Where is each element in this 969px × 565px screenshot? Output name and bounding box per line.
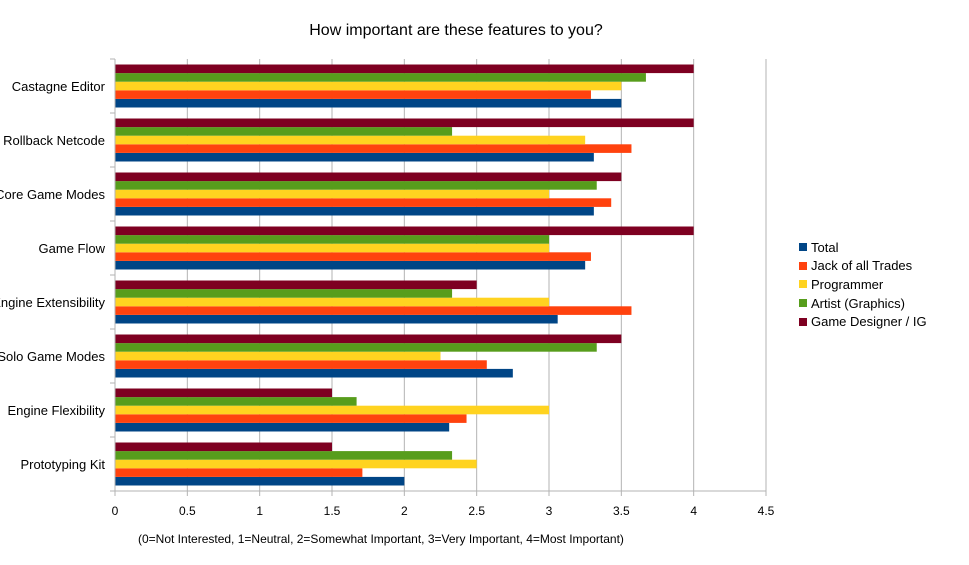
legend-label: Total bbox=[811, 239, 839, 255]
legend-item: Game Designer / IG bbox=[799, 312, 927, 331]
legend-label: Artist (Graphics) bbox=[811, 295, 905, 311]
bar bbox=[115, 297, 549, 307]
bar bbox=[115, 397, 357, 406]
y-category-label: Castagne Editor bbox=[12, 79, 106, 94]
bar bbox=[115, 73, 646, 82]
bar bbox=[115, 90, 591, 99]
y-category-label: Engine Extensibility bbox=[0, 295, 105, 310]
bar bbox=[115, 260, 586, 270]
bar bbox=[115, 451, 453, 460]
x-tick-label: 4 bbox=[690, 504, 697, 518]
bar bbox=[115, 306, 632, 315]
bar bbox=[115, 388, 332, 398]
x-tick-label: 0.5 bbox=[179, 504, 196, 518]
x-tick-label: 1 bbox=[256, 504, 263, 518]
bar bbox=[115, 368, 513, 378]
bar bbox=[115, 314, 558, 324]
bar bbox=[115, 64, 694, 74]
legend-item: Artist (Graphics) bbox=[799, 294, 927, 313]
legend-item: Jack of all Trades bbox=[799, 257, 927, 276]
bar bbox=[115, 343, 597, 352]
bar bbox=[115, 206, 594, 216]
y-category-label: Game Flow bbox=[39, 241, 106, 256]
legend-swatch bbox=[799, 317, 807, 326]
bar bbox=[115, 226, 694, 236]
legend-swatch bbox=[799, 299, 807, 308]
bar bbox=[115, 198, 612, 207]
bar bbox=[115, 360, 487, 369]
y-category-label: Engine Flexibility bbox=[7, 403, 105, 418]
bar bbox=[115, 81, 622, 91]
bar bbox=[115, 280, 477, 290]
bar bbox=[115, 181, 597, 190]
bar bbox=[115, 405, 549, 415]
legend-item: Total bbox=[799, 238, 927, 257]
x-axis-label: (0=Not Interested, 1=Neutral, 2=Somewhat… bbox=[138, 532, 624, 546]
bar bbox=[115, 235, 549, 244]
legend-label: Programmer bbox=[811, 276, 884, 292]
bar bbox=[115, 334, 622, 344]
legend-swatch bbox=[799, 280, 807, 289]
x-tick-label: 4.5 bbox=[758, 504, 775, 518]
bar bbox=[115, 289, 453, 298]
x-tick-label: 3.5 bbox=[613, 504, 630, 518]
bar bbox=[115, 127, 453, 136]
y-category-label: Core Game Modes bbox=[0, 187, 105, 202]
bar bbox=[115, 135, 586, 145]
bar bbox=[115, 189, 549, 199]
bar bbox=[115, 152, 594, 162]
x-tick-label: 2.5 bbox=[468, 504, 485, 518]
bar bbox=[115, 118, 694, 128]
y-category-label: Solo Game Modes bbox=[0, 349, 105, 364]
bar bbox=[115, 476, 405, 486]
bar bbox=[115, 422, 450, 432]
bar bbox=[115, 252, 591, 261]
chart-legend: Total Jack of all Trades Programmer Artist … bbox=[799, 238, 927, 331]
legend-swatch bbox=[799, 261, 807, 270]
bar bbox=[115, 98, 622, 108]
x-tick-label: 2 bbox=[401, 504, 408, 518]
x-tick-label: 0 bbox=[112, 504, 119, 518]
bar bbox=[115, 172, 622, 182]
bar bbox=[115, 459, 477, 469]
x-tick-label: 3 bbox=[546, 504, 553, 518]
y-category-label: Rollback Netcode bbox=[3, 133, 105, 148]
bar bbox=[115, 243, 549, 253]
chart-title: How important are these features to you? bbox=[309, 22, 603, 39]
y-category-label: Prototyping Kit bbox=[20, 457, 105, 472]
x-tick-label: 1.5 bbox=[324, 504, 341, 518]
legend-swatch bbox=[799, 243, 807, 252]
legend-item: Programmer bbox=[799, 275, 927, 294]
legend-label: Game Designer / IG bbox=[811, 314, 927, 330]
bar bbox=[115, 414, 467, 423]
bar bbox=[115, 144, 632, 153]
bar bbox=[115, 351, 441, 361]
bar bbox=[115, 468, 363, 477]
bar bbox=[115, 442, 332, 452]
legend-label: Jack of all Trades bbox=[811, 258, 913, 274]
